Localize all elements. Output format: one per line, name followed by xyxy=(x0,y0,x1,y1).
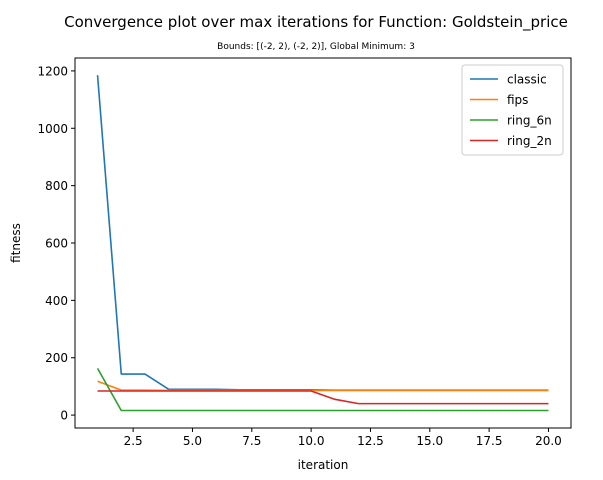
x-axis-label: iteration xyxy=(298,458,349,472)
legend: classic fips ring_6n ring_2n xyxy=(461,64,564,156)
y-tick-label: 600 xyxy=(45,237,68,251)
legend-label-ring-6n: ring_6n xyxy=(507,114,552,128)
legend-label-fips: fips xyxy=(507,93,528,107)
y-axis: 0 200 400 600 800 1000 1200 xyxy=(37,64,75,423)
series-layer xyxy=(96,75,549,412)
x-axis: 2.5 5.0 7.5 10.0 12.5 15.0 17.5 20.0 xyxy=(124,428,562,448)
y-tick-label: 0 xyxy=(60,409,68,423)
y-tick-label: 800 xyxy=(45,179,68,193)
series-line-ring-2n xyxy=(97,390,549,405)
x-tick-label: 10.0 xyxy=(298,434,325,448)
legend-box xyxy=(461,64,564,156)
x-tick-label: 12.5 xyxy=(357,434,384,448)
y-tick-label: 400 xyxy=(45,294,68,308)
y-tick-label: 1200 xyxy=(37,64,68,78)
series-line-ring-6n xyxy=(96,367,549,412)
legend-label-ring-2n: ring_2n xyxy=(507,134,552,148)
y-tick-label: 200 xyxy=(45,351,68,365)
chart-subtitle: Bounds: [(-2, 2), (-2, 2)], Global Minim… xyxy=(217,42,415,52)
x-tick-label: 2.5 xyxy=(124,434,143,448)
x-tick-label: 17.5 xyxy=(476,434,503,448)
chart-title: Convergence plot over max iterations for… xyxy=(64,13,568,32)
series-line-fips xyxy=(97,380,549,392)
x-tick-label: 20.0 xyxy=(535,434,562,448)
y-tick-label: 1000 xyxy=(37,122,68,136)
x-tick-label: 15.0 xyxy=(416,434,443,448)
x-tick-label: 5.0 xyxy=(183,434,202,448)
x-tick-label: 7.5 xyxy=(242,434,261,448)
y-axis-label: fitness xyxy=(9,223,23,263)
legend-label-classic: classic xyxy=(507,73,547,87)
